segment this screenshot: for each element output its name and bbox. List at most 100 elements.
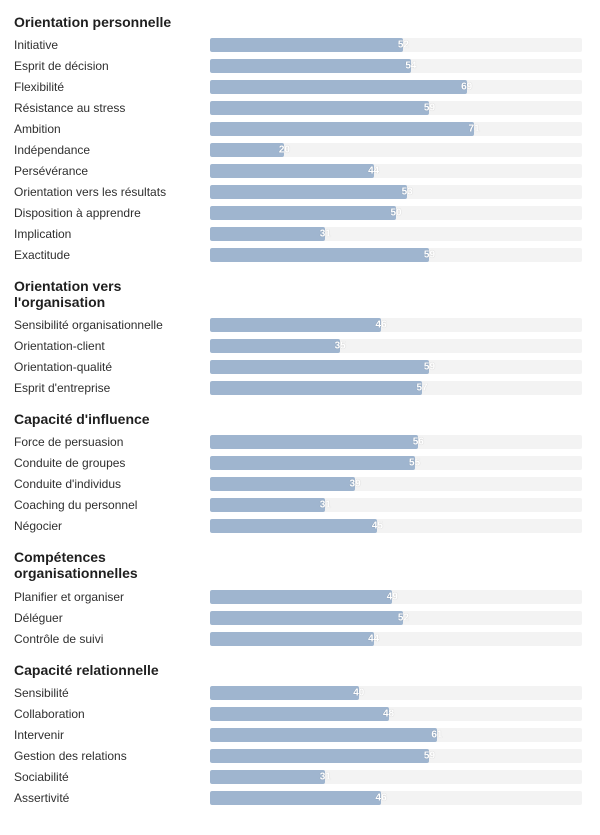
bar-value: 57 <box>416 383 427 394</box>
bar-track: 31 <box>210 770 582 784</box>
bar-value: 59 <box>424 750 435 761</box>
bar-fill <box>210 381 422 395</box>
competency-label: Exactitude <box>14 248 210 262</box>
bar-value: 49 <box>387 591 398 602</box>
bar-fill <box>210 791 381 805</box>
bar-track: 69 <box>210 80 582 94</box>
bar-value: 44 <box>368 166 379 177</box>
bar-track: 53 <box>210 185 582 199</box>
competency-label: Planifier et organiser <box>14 590 210 604</box>
competency-row: Gestion des relations 59 <box>14 747 582 765</box>
competency-label: Orientation-qualité <box>14 360 210 374</box>
bar-value: 55 <box>409 458 420 469</box>
competency-row: Implication 31 <box>14 225 582 243</box>
competency-row: Orientation-client 35 <box>14 337 582 355</box>
section-title: Orientation personnelle <box>14 14 194 30</box>
bar-fill <box>210 590 392 604</box>
bar-track: 71 <box>210 122 582 136</box>
competency-label: Collaboration <box>14 707 210 721</box>
bar-track: 61 <box>210 728 582 742</box>
bar-track: 40 <box>210 686 582 700</box>
competency-label: Indépendance <box>14 143 210 157</box>
competency-row: Coaching du personnel31 <box>14 496 582 514</box>
section-title: Capacité relationnelle <box>14 662 194 678</box>
bar-track: 45 <box>210 519 582 533</box>
competency-row: Indépendance20 <box>14 141 582 159</box>
bar-fill <box>210 80 467 94</box>
competency-label: Esprit d'entreprise <box>14 381 210 395</box>
bar-fill <box>210 477 355 491</box>
bar-value: 46 <box>376 320 387 331</box>
bar-value: 59 <box>424 362 435 373</box>
competency-row: Flexibilité69 <box>14 78 582 96</box>
bar-track: 48 <box>210 707 582 721</box>
competency-label: Négocier <box>14 519 210 533</box>
bar-fill <box>210 318 381 332</box>
competency-label: Contrôle de suivi <box>14 632 210 646</box>
bar-fill <box>210 686 359 700</box>
competency-label: Conduite d'individus <box>14 477 210 491</box>
bar-fill <box>210 227 325 241</box>
competency-row: Sociabilité 31 <box>14 768 582 786</box>
bar-value: 46 <box>376 792 387 803</box>
competency-row: Conduite de groupes55 <box>14 454 582 472</box>
bar-track: 56 <box>210 435 582 449</box>
competency-row: Orientation-qualité 59 <box>14 358 582 376</box>
competency-row: Initiative 52 <box>14 36 582 54</box>
bar-track: 44 <box>210 164 582 178</box>
competency-label: Orientation-client <box>14 339 210 353</box>
competency-row: Conduite d'individus39 <box>14 475 582 493</box>
bar-value: 52 <box>398 40 409 51</box>
bar-fill <box>210 632 374 646</box>
competency-label: Disposition à apprendre <box>14 206 210 220</box>
bar-track: 59 <box>210 248 582 262</box>
section-title: Capacité d'influence <box>14 411 194 427</box>
competency-label: Sensibilité organisationnelle <box>14 318 210 332</box>
section-capacite-d-influence: Capacité d'influenceForce de persuasion5… <box>14 411 582 535</box>
bar-fill <box>210 498 325 512</box>
competency-row: Esprit d'entreprise 57 <box>14 379 582 397</box>
competency-row: Assertivité46 <box>14 789 582 807</box>
bar-track: 59 <box>210 360 582 374</box>
competency-label: Sensibilité <box>14 686 210 700</box>
bar-value: 59 <box>424 250 435 261</box>
competency-label: Gestion des relations <box>14 749 210 763</box>
bar-value: 31 <box>320 771 331 782</box>
competency-label: Implication <box>14 227 210 241</box>
bar-value: 35 <box>335 341 346 352</box>
competency-label: Sociabilité <box>14 770 210 784</box>
competency-label: Coaching du personnel <box>14 498 210 512</box>
bar-value: 54 <box>405 61 416 72</box>
bar-value: 61 <box>431 729 442 740</box>
bar-fill <box>210 707 389 721</box>
bar-track: 44 <box>210 632 582 646</box>
bar-value: 44 <box>368 633 379 644</box>
bar-track: 39 <box>210 477 582 491</box>
bar-fill <box>210 248 429 262</box>
bar-fill <box>210 435 418 449</box>
bar-track: 31 <box>210 498 582 512</box>
bar-track: 49 <box>210 590 582 604</box>
competency-row: Sensibilité40 <box>14 684 582 702</box>
bar-track: 54 <box>210 59 582 73</box>
competency-row: Résistance au stress59 <box>14 99 582 117</box>
competency-label: Initiative <box>14 38 210 52</box>
competency-row: Ambition71 <box>14 120 582 138</box>
bar-fill <box>210 456 415 470</box>
bar-value: 45 <box>372 521 383 532</box>
competency-row: Négocier 45 <box>14 517 582 535</box>
competency-row: Sensibilité organisationnelle 46 <box>14 316 582 334</box>
bar-track: 52 <box>210 611 582 625</box>
bar-value: 31 <box>320 229 331 240</box>
bar-fill <box>210 164 374 178</box>
bar-fill <box>210 519 377 533</box>
bar-value: 48 <box>383 708 394 719</box>
competency-label: Persévérance <box>14 164 210 178</box>
competency-label: Force de persuasion <box>14 435 210 449</box>
bar-fill <box>210 122 474 136</box>
bar-track: 59 <box>210 749 582 763</box>
competency-row: Esprit de décision54 <box>14 57 582 75</box>
bar-track: 55 <box>210 456 582 470</box>
competency-row: Collaboration 48 <box>14 705 582 723</box>
section-orientation-personnelle: Orientation personnelle Initiative 52 Espri… <box>14 14 582 264</box>
